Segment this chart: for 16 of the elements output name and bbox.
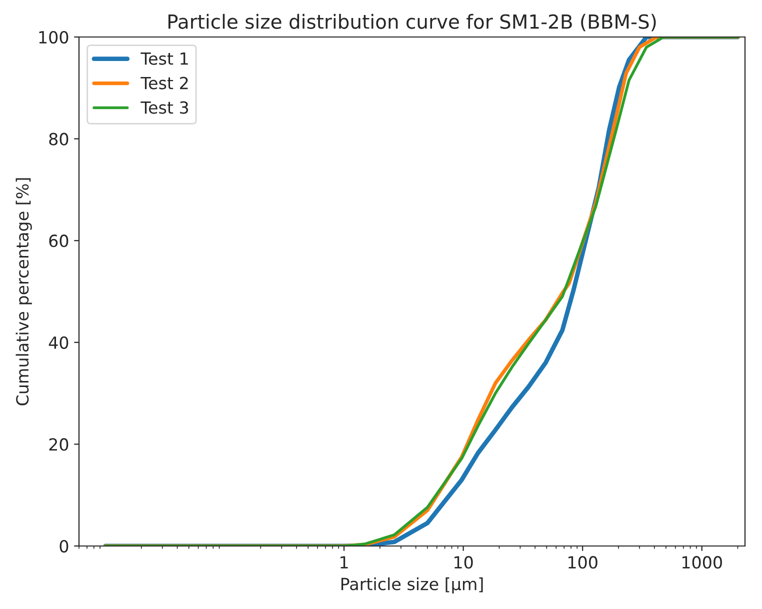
x-tick-label: 10 <box>454 556 473 569</box>
y-axis-title: Cumulative percentage [%] <box>16 178 32 406</box>
y-tick-label: 0 <box>60 540 68 553</box>
chart-title: Particle size distribution curve for SM1-2B (BBM-S) <box>168 14 656 32</box>
x-tick-label: 1000 <box>682 556 722 569</box>
y-tick-label: 100 <box>39 30 68 44</box>
y-tick-label: 60 <box>49 234 68 248</box>
x-tick-label: 1 <box>340 556 348 568</box>
legend-label: Test 1 <box>140 52 188 65</box>
x-tick-label: 100 <box>568 556 598 569</box>
legend-label: Test 2 <box>140 76 188 90</box>
x-axis-title: Particle size [μm] <box>341 577 483 594</box>
y-tick-label: 40 <box>48 336 68 349</box>
y-tick-label: 80 <box>49 132 68 146</box>
legend-label: Test 3 <box>140 101 188 114</box>
y-tick-label: 20 <box>49 438 68 451</box>
